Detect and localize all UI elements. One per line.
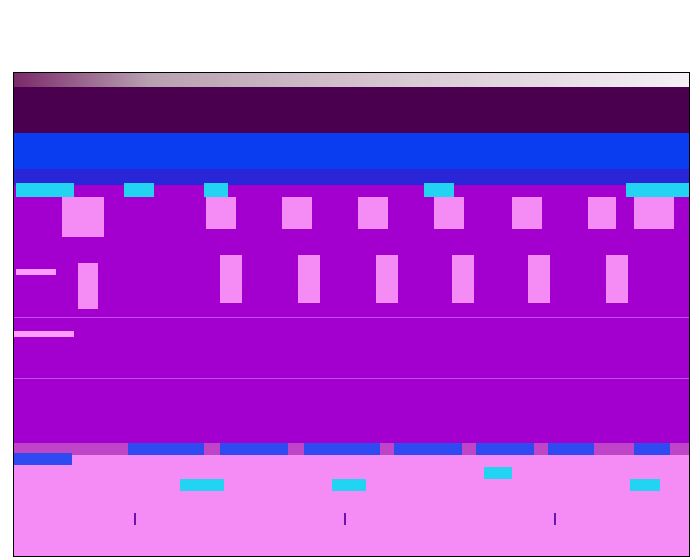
- column-header-bar: [14, 169, 689, 185]
- grid-block: [282, 197, 312, 229]
- tab[interactable]: [548, 443, 594, 455]
- tab[interactable]: [128, 443, 204, 455]
- cell-mark: [134, 513, 136, 525]
- grid-block: [528, 255, 550, 303]
- grid-block: [512, 197, 542, 229]
- grid-block: [298, 255, 320, 303]
- grid-block: [78, 263, 98, 309]
- highlight-cell: [484, 467, 512, 479]
- table-frame: [13, 72, 690, 557]
- grid-block: [358, 197, 388, 229]
- header-cell: [204, 183, 228, 197]
- data-table: [14, 443, 689, 557]
- grid-block: [376, 255, 398, 303]
- grid-block: [452, 255, 474, 303]
- header-cell: [626, 183, 690, 197]
- color-strip: [14, 73, 689, 87]
- tab[interactable]: [394, 443, 462, 455]
- row-divider: [14, 378, 689, 379]
- highlight-cell: [630, 479, 660, 491]
- grid-block: [634, 197, 674, 229]
- grid-block: [62, 197, 104, 237]
- tab[interactable]: [476, 443, 534, 455]
- highlight-cell: [332, 479, 366, 491]
- cell-mark: [554, 513, 556, 525]
- grid-block: [206, 197, 236, 229]
- tab[interactable]: [220, 443, 288, 455]
- tab[interactable]: [14, 453, 72, 465]
- header-cell: [16, 183, 74, 197]
- header-cell: [124, 183, 154, 197]
- tab[interactable]: [304, 443, 380, 455]
- header-cell: [424, 183, 454, 197]
- cell-mark: [344, 513, 346, 525]
- grid-block: [220, 255, 242, 303]
- grid-block: [588, 197, 616, 229]
- grid-cell: [16, 269, 56, 275]
- grid-cell: [14, 331, 74, 337]
- tab[interactable]: [634, 443, 670, 455]
- row-divider: [14, 317, 689, 318]
- grid-block: [606, 255, 628, 303]
- grid-block: [434, 197, 464, 229]
- highlight-cell: [180, 479, 224, 491]
